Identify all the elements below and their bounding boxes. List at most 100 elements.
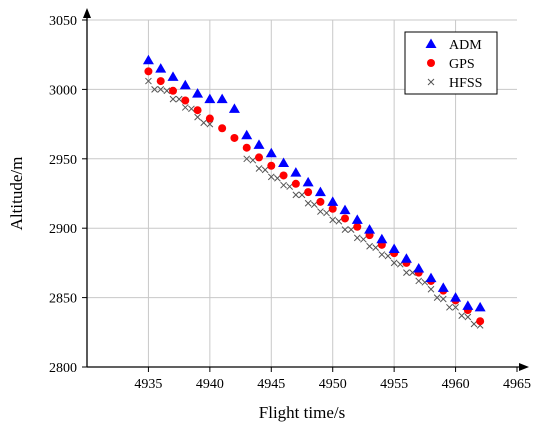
y-axis-title: Altitude/m: [7, 157, 26, 231]
adm-point: [351, 214, 363, 224]
hfss-point: [415, 277, 423, 285]
y-tick-label: 3050: [49, 14, 77, 29]
gps-point: [169, 86, 177, 95]
adm-point: [364, 224, 376, 234]
hfss-point: [378, 251, 386, 258]
hfss-point: [274, 174, 281, 182]
hfss-point: [292, 191, 300, 199]
series-gps: [144, 67, 485, 326]
hfss-point: [439, 295, 447, 303]
triangle-icon: [425, 38, 437, 48]
hfss-point: [317, 208, 324, 215]
x-tick-label: 4940: [196, 377, 224, 392]
adm-point: [462, 300, 474, 310]
gps-point: [316, 197, 325, 206]
gps-point: [328, 204, 337, 213]
x-icon: [427, 78, 435, 86]
adm-point: [413, 262, 425, 273]
legend-label: HFSS: [449, 76, 482, 91]
circle-icon: [427, 59, 435, 67]
gps-point: [181, 96, 190, 105]
x-tick-label: 4965: [503, 377, 531, 392]
adm-point: [437, 282, 449, 292]
adm-point: [339, 204, 351, 215]
hfss-point: [366, 242, 373, 250]
tick-labels: 4935 4940 4945 4950 4955 4960 4965 2800 2850 2900…: [49, 14, 531, 392]
hfss-point: [145, 77, 152, 85]
hfss-point: [452, 303, 459, 311]
legend-label: ADM: [449, 38, 482, 53]
hfss-point: [169, 95, 177, 103]
hfss-point: [335, 217, 343, 225]
hfss-point: [304, 199, 312, 207]
hfss-point: [403, 269, 410, 276]
hfss-point: [353, 234, 361, 242]
adm-point: [192, 88, 204, 98]
hfss-point: [446, 303, 453, 311]
y-tick-label: 3000: [49, 83, 77, 98]
hfss-point: [200, 119, 208, 127]
hfss-point: [267, 173, 275, 181]
x-axis-title: Flight time/s: [259, 403, 345, 422]
hfss-point: [157, 86, 165, 93]
x-tick-label: 4955: [380, 377, 408, 392]
gps-point: [304, 188, 313, 197]
adm-point: [425, 272, 437, 283]
y-tick-label: 2950: [49, 153, 77, 168]
legend-label: GPS: [449, 57, 475, 72]
hfss-point: [163, 87, 171, 95]
gps-point: [476, 317, 485, 326]
adm-point: [253, 139, 265, 149]
adm-point: [265, 147, 277, 158]
hfss-point: [384, 252, 392, 260]
x-tick-label: 4960: [442, 377, 470, 392]
adm-point: [228, 103, 240, 113]
y-axis-arrow-icon: [83, 8, 91, 18]
legend-box: [404, 31, 498, 95]
hfss-point: [329, 216, 337, 224]
gps-point: [156, 77, 165, 86]
hfss-point: [255, 165, 263, 172]
y-tick-label: 2800: [49, 361, 77, 376]
adm-point: [167, 71, 179, 81]
hfss-point: [341, 226, 349, 233]
hfss-point: [261, 166, 269, 174]
axes: [83, 8, 529, 371]
gps-point: [242, 143, 251, 152]
adm-point: [241, 129, 253, 140]
hfss-point: [390, 259, 398, 267]
adm-point: [278, 157, 290, 167]
adm-point: [179, 79, 191, 90]
adm-point: [204, 93, 216, 104]
gps-point: [205, 114, 214, 123]
adm-point: [474, 301, 486, 312]
gps-point: [291, 179, 300, 188]
hfss-point: [360, 235, 367, 243]
adm-point: [216, 93, 228, 104]
adm-point: [290, 167, 302, 177]
hfss-point: [464, 313, 472, 321]
hfss-point: [372, 244, 380, 251]
hfss-point: [151, 86, 158, 93]
hfss-point: [427, 285, 435, 293]
gps-point: [341, 214, 349, 223]
gps-point: [279, 171, 288, 180]
hfss-point: [188, 105, 195, 113]
y-tick-label: 2900: [49, 222, 77, 237]
x-tick-label: 4950: [319, 377, 347, 392]
hfss-point: [286, 183, 294, 190]
legend-item-hfss: HFSS: [427, 76, 482, 91]
tick-marks: [82, 19, 518, 372]
gps-point: [255, 153, 263, 162]
gps-point: [193, 106, 202, 115]
hfss-point: [298, 191, 306, 199]
hfss-point: [310, 201, 318, 208]
hfss-point: [458, 312, 466, 319]
legend-item-gps: GPS: [427, 57, 475, 72]
adm-point: [327, 196, 339, 206]
hfss-point: [206, 120, 214, 128]
adm-point: [142, 54, 154, 65]
adm-point: [388, 243, 400, 254]
y-tick-label: 2850: [49, 292, 77, 307]
